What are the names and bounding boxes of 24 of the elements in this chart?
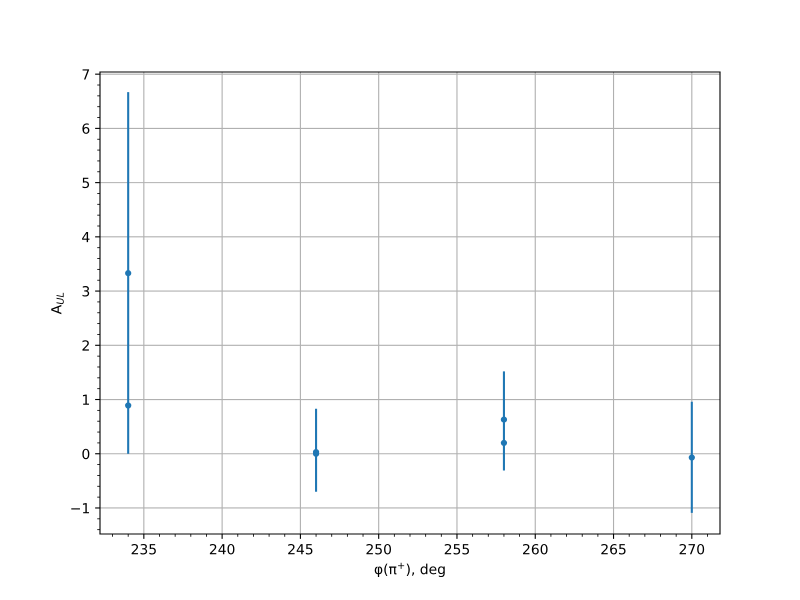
x-tick-label: 240 [210, 544, 234, 554]
y-tick-label: 6 [82, 123, 90, 134]
y-tick-label: −1 [71, 503, 89, 514]
point [500, 440, 508, 446]
y-tick-label: 5 [82, 178, 90, 188]
x-axis-title: φ(π$^{+}$), deg [374, 562, 445, 578]
x-tick-label: 270 [680, 544, 704, 554]
y-tick-label: 0 [82, 448, 90, 460]
x-tick-label: 235 [132, 544, 156, 554]
x-tick-label: 245 [288, 544, 312, 554]
point [500, 416, 508, 423]
y-tick-label: 1 [82, 394, 89, 405]
x-tick-label: 255 [444, 544, 470, 554]
y-tick-label: 3 [82, 286, 90, 297]
x-tick-label: 265 [601, 544, 626, 554]
x-tick-label: 250 [366, 544, 392, 554]
y-tick-label: 7 [82, 69, 90, 80]
y-axis-title: A$_{UL}$ [51, 292, 64, 314]
point [125, 270, 132, 276]
point [125, 402, 132, 409]
point [688, 454, 695, 461]
y-tick-label: 2 [82, 340, 89, 351]
y-tick-label: 4 [82, 232, 90, 242]
x-tick-label: 260 [523, 544, 548, 554]
